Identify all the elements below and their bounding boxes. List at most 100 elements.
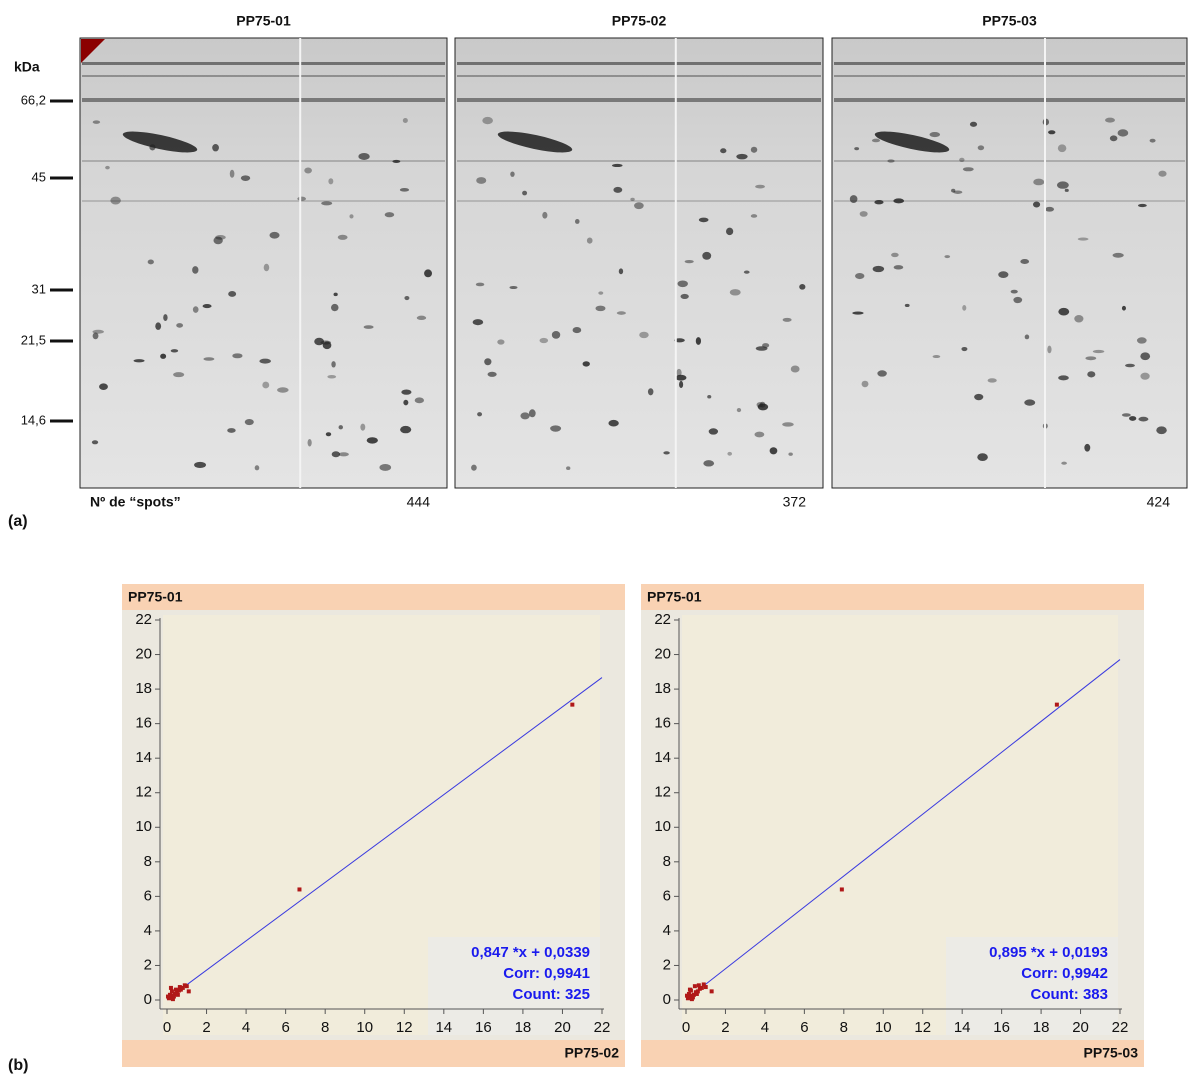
gel-spot xyxy=(1047,345,1052,354)
spot-count: 424 xyxy=(1147,494,1171,510)
gel-spot xyxy=(755,346,768,351)
marker-label: 45 xyxy=(32,169,46,184)
gel-band xyxy=(834,200,1185,202)
footer-band xyxy=(122,1040,625,1067)
gel xyxy=(454,37,824,489)
fit-annotation: Corr: 0,9941 xyxy=(503,965,590,982)
gel-spot xyxy=(472,319,484,326)
point xyxy=(703,985,708,990)
gel-spot xyxy=(358,152,370,160)
gel-spot xyxy=(475,282,485,287)
gel-spot xyxy=(566,466,571,470)
gel-spot xyxy=(384,212,395,218)
gel-title: PP75-03 xyxy=(982,13,1037,29)
gel-spot xyxy=(321,201,333,206)
fit-annotation: Count: 383 xyxy=(1030,986,1108,1003)
gel-spot xyxy=(790,365,800,373)
panel-label: (b) xyxy=(8,1057,28,1074)
gel-spot xyxy=(904,303,910,308)
gel-spot xyxy=(99,383,108,391)
gel-spot xyxy=(327,375,337,379)
gel-spot xyxy=(551,331,561,339)
footer-band xyxy=(641,1040,1144,1067)
gel-spot xyxy=(1064,188,1069,192)
x-tick-label: 6 xyxy=(281,1019,289,1036)
point xyxy=(186,989,191,994)
gel-spot xyxy=(333,292,338,297)
gel-spot xyxy=(213,236,223,245)
gel-spot xyxy=(484,358,492,366)
gel-spot xyxy=(750,214,758,218)
gel-spot xyxy=(961,346,968,352)
gel-spot xyxy=(232,353,243,359)
gel-spot xyxy=(337,234,348,240)
gel-spot xyxy=(887,159,895,163)
gel-spot xyxy=(582,361,590,367)
point xyxy=(699,985,704,990)
gel-spot xyxy=(497,339,505,345)
gel-spot xyxy=(297,196,306,201)
y-tick-label: 2 xyxy=(663,956,671,973)
gel-band xyxy=(457,200,821,202)
gel-spot xyxy=(1084,443,1091,452)
gel-spot xyxy=(1024,399,1036,406)
gel-spot xyxy=(769,447,778,455)
gel-spot xyxy=(729,289,741,296)
gel xyxy=(79,37,448,489)
gel-spot xyxy=(1136,337,1147,344)
point xyxy=(175,992,180,997)
gel-spot xyxy=(944,255,951,259)
gel-spot xyxy=(877,370,887,377)
gel-spot xyxy=(932,355,941,359)
gel-spot xyxy=(194,461,207,468)
gel-spot xyxy=(1121,305,1126,311)
gel-spot xyxy=(510,171,515,177)
point xyxy=(692,984,697,989)
panel-label: (a) xyxy=(8,513,28,530)
gel-spot xyxy=(676,368,682,377)
gel-spot xyxy=(133,359,145,363)
gel-spot xyxy=(528,409,536,418)
gel-spot xyxy=(192,266,199,274)
gel-band xyxy=(457,62,821,65)
gel-spot xyxy=(542,211,548,219)
gel-spot xyxy=(1085,356,1097,361)
point xyxy=(570,702,575,707)
gel-spot xyxy=(987,378,997,383)
y-tick-label: 8 xyxy=(144,853,152,870)
annotation-box xyxy=(428,937,600,1035)
y-tick-label: 12 xyxy=(135,784,152,801)
gel-spot xyxy=(307,438,312,447)
corner-mark xyxy=(81,39,105,63)
gel-spot xyxy=(400,425,412,434)
gel-spot xyxy=(1074,314,1084,323)
point xyxy=(701,982,706,987)
gel-spot xyxy=(509,285,518,290)
gel-band xyxy=(834,62,1185,65)
y-axis-label: PP75-01 xyxy=(647,589,702,605)
gel-spot xyxy=(1045,206,1055,212)
x-tick-label: 4 xyxy=(761,1019,769,1036)
gel-band xyxy=(457,160,821,162)
gel-spot xyxy=(1138,416,1149,422)
gel-spot xyxy=(755,184,765,189)
x-tick-label: 10 xyxy=(356,1019,373,1036)
y-tick-label: 6 xyxy=(663,887,671,904)
gel-spot xyxy=(572,327,582,334)
gel-spot xyxy=(707,394,712,399)
gel-spot xyxy=(1077,237,1089,241)
point xyxy=(184,984,189,989)
y-tick-label: 2 xyxy=(144,956,152,973)
gel-spot xyxy=(1125,363,1135,368)
fit-line xyxy=(685,659,1121,1001)
gel-spot xyxy=(1087,371,1096,378)
gel-spot xyxy=(872,265,885,273)
gel-band xyxy=(457,75,821,77)
y-tick-label: 10 xyxy=(135,818,152,835)
gel-spot xyxy=(91,440,99,445)
x-tick-label: 22 xyxy=(1112,1019,1129,1036)
gel-spot xyxy=(647,388,654,396)
gel-spot xyxy=(227,428,236,433)
gel-spot xyxy=(1024,334,1030,340)
gel-spot xyxy=(1058,375,1069,381)
